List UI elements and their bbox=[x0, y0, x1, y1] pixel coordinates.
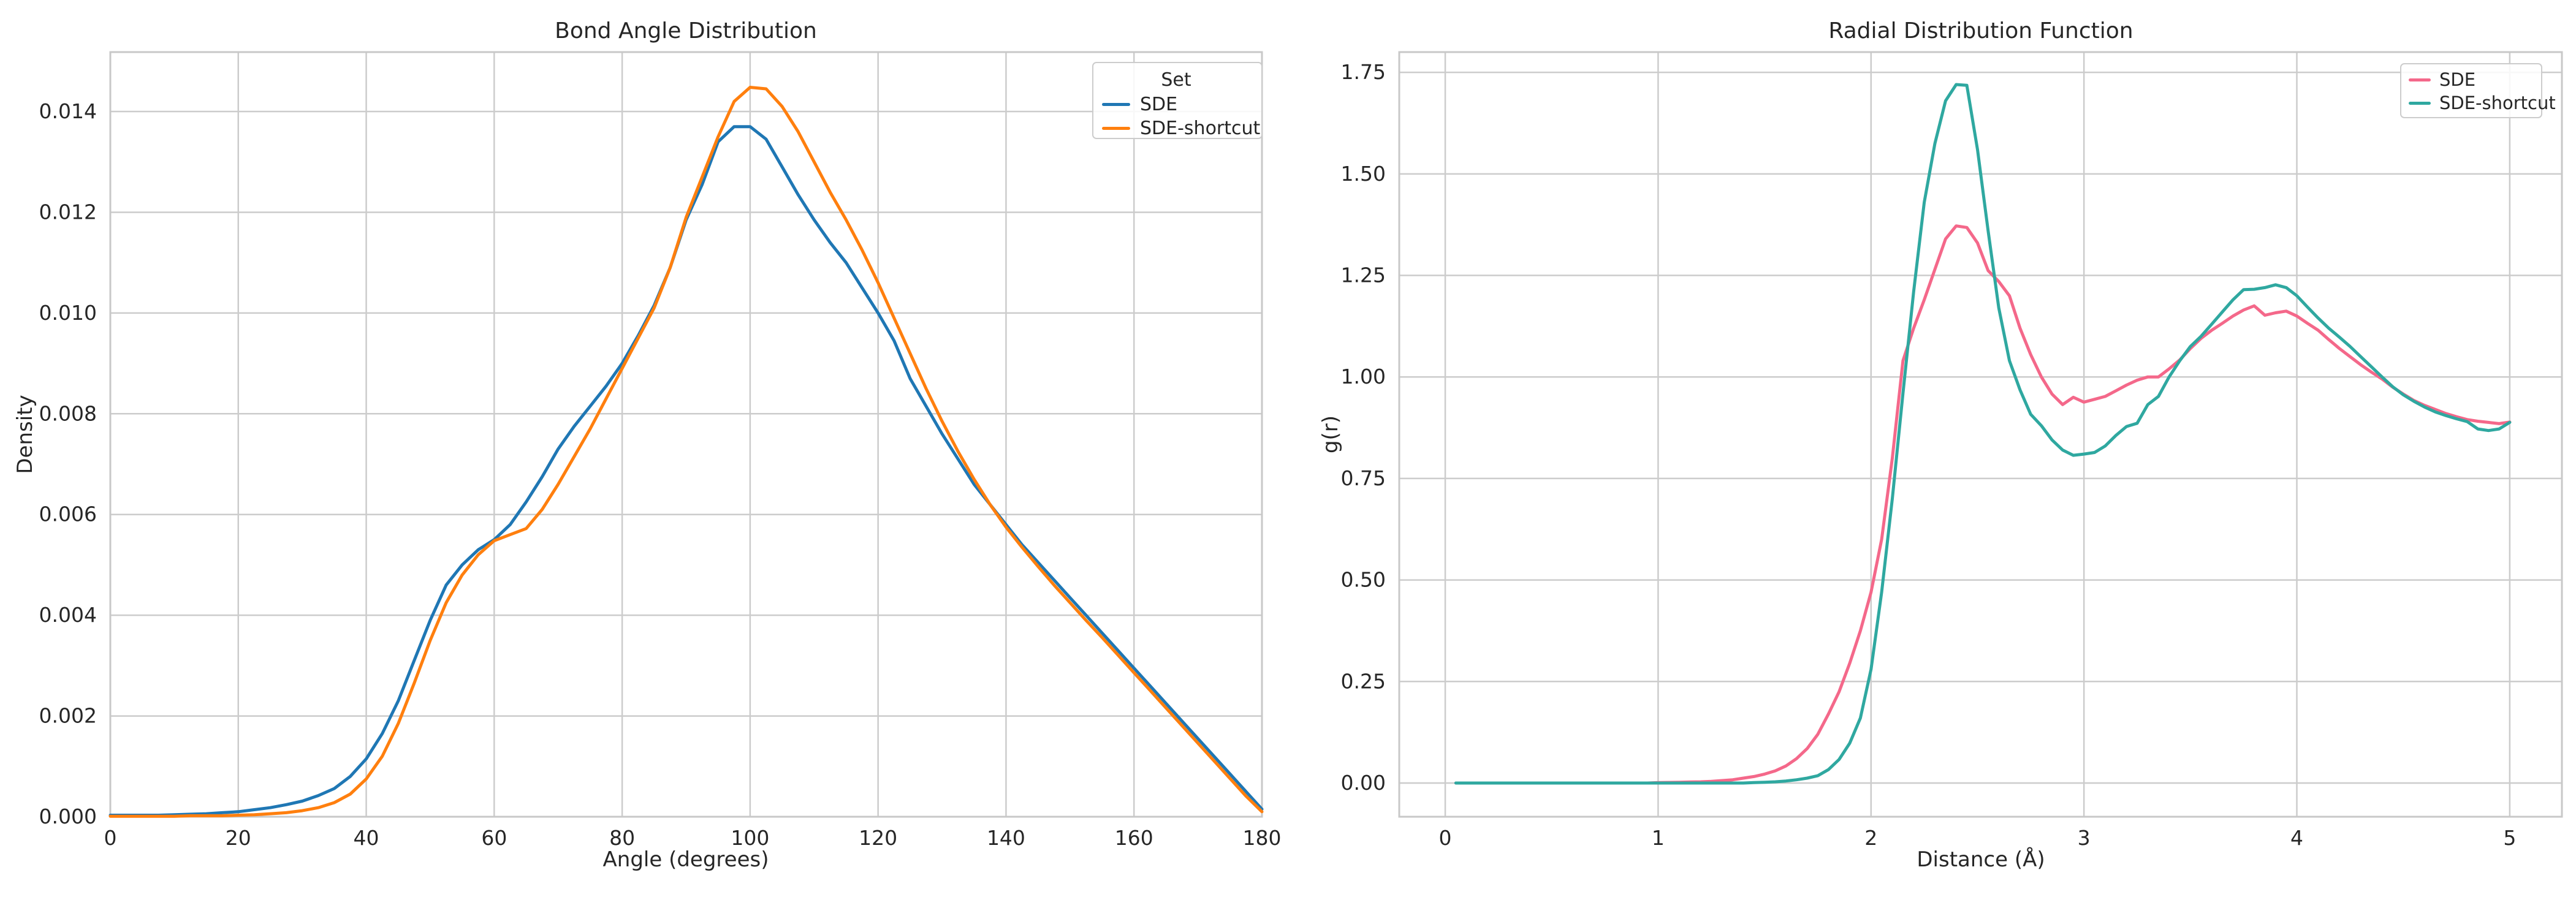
sde-shortcut-line-swatch bbox=[2409, 101, 2431, 105]
x-tick-label-20: 20 bbox=[226, 826, 251, 850]
right-xaxis-label: Distance (Å) bbox=[1917, 847, 2045, 872]
left-chart-title: Bond Angle Distribution bbox=[555, 18, 817, 44]
y-tick-label-1.25: 1.25 bbox=[1341, 263, 1386, 287]
y-tick-label-0.50: 0.50 bbox=[1341, 568, 1386, 592]
axes-spines bbox=[1398, 51, 2563, 818]
x-tick-label-4: 4 bbox=[2290, 826, 2303, 850]
x-tick-label-0: 0 bbox=[1439, 826, 1452, 850]
y-tick-label-0.000: 0.000 bbox=[39, 804, 97, 828]
sde-line-swatch bbox=[2409, 78, 2431, 81]
x-tick-label-3: 3 bbox=[2078, 826, 2091, 850]
y-tick-label-0.006: 0.006 bbox=[39, 502, 97, 526]
legend-label-sde: SDE bbox=[2439, 69, 2476, 90]
y-tick-label-0.002: 0.002 bbox=[39, 704, 97, 728]
legend-label-sde: SDE bbox=[1140, 94, 1178, 115]
x-tick-label-60: 60 bbox=[481, 826, 507, 850]
legend-entry-sde-shortcut: SDE-shortcut bbox=[2409, 91, 2556, 115]
sde-line-swatch bbox=[1102, 103, 1130, 106]
x-tick-label-80: 80 bbox=[609, 826, 635, 850]
y-tick-label-0.00: 0.00 bbox=[1341, 771, 1386, 795]
series-line-SDE-shortcut bbox=[108, 86, 1264, 818]
x-tick-label-1: 1 bbox=[1652, 826, 1665, 850]
x-tick-label-40: 40 bbox=[354, 826, 379, 850]
legend-entry-sde: SDE bbox=[1102, 93, 1250, 116]
left-legend: Set SDE SDE-shortcut bbox=[1092, 62, 1263, 139]
x-tick-label-160: 160 bbox=[1115, 826, 1153, 850]
x-tick-label-140: 140 bbox=[987, 826, 1025, 850]
y-tick-label-0.004: 0.004 bbox=[39, 603, 97, 627]
left-yaxis-label: Density bbox=[13, 395, 37, 474]
legend-entry-sde-shortcut: SDE-shortcut bbox=[1102, 116, 1260, 140]
left-plot-area: 0 20 40 60 80 100 120 140 160 180 0.000 0.002 0.004 0… bbox=[39, 51, 1282, 850]
right-legend: SDE SDE-shortcut bbox=[2400, 63, 2556, 118]
y-tick-label-0.25: 0.25 bbox=[1341, 669, 1386, 693]
series-line-SDE-shortcut bbox=[1454, 83, 2512, 785]
y-tick-label-1.50: 1.50 bbox=[1341, 162, 1386, 186]
y-tick-label-0.010: 0.010 bbox=[39, 301, 97, 325]
x-tick-label-100: 100 bbox=[731, 826, 769, 850]
right-yaxis-label: g(r) bbox=[1318, 415, 1343, 453]
left-xaxis-label: Angle (degrees) bbox=[603, 847, 769, 872]
x-tick-label-180: 180 bbox=[1243, 826, 1282, 850]
axes-spines bbox=[109, 51, 1263, 818]
left-legend-title: Set bbox=[1161, 69, 1191, 91]
y-tick-label-0.012: 0.012 bbox=[39, 200, 97, 224]
x-tick-label-2: 2 bbox=[1864, 826, 1877, 850]
x-tick-label-0: 0 bbox=[104, 826, 117, 850]
y-tick-label-0.75: 0.75 bbox=[1341, 466, 1386, 490]
sde-shortcut-line-swatch bbox=[1102, 127, 1130, 130]
legend-label-sde-shortcut: SDE-shortcut bbox=[1140, 118, 1261, 139]
x-tick-label-120: 120 bbox=[859, 826, 897, 850]
series-line-SDE bbox=[1454, 224, 2512, 785]
y-tick-label-1.75: 1.75 bbox=[1341, 60, 1386, 84]
legend-entry-sde: SDE bbox=[2409, 68, 2532, 91]
y-tick-label-0.008: 0.008 bbox=[39, 401, 97, 425]
right-chart-title: Radial Distribution Function bbox=[1828, 18, 2133, 44]
y-tick-label-0.014: 0.014 bbox=[39, 99, 97, 123]
series-line-SDE bbox=[108, 125, 1264, 817]
y-tick-label-1.00: 1.00 bbox=[1341, 365, 1386, 388]
x-tick-label-5: 5 bbox=[2503, 826, 2516, 850]
legend-label-sde-shortcut: SDE-shortcut bbox=[2439, 93, 2556, 113]
right-plot-area: 0 1 2 3 4 5 0.00 0.25 0.50 0.75 1.00 1.25 1.50 1.75 bbox=[1341, 51, 2563, 850]
